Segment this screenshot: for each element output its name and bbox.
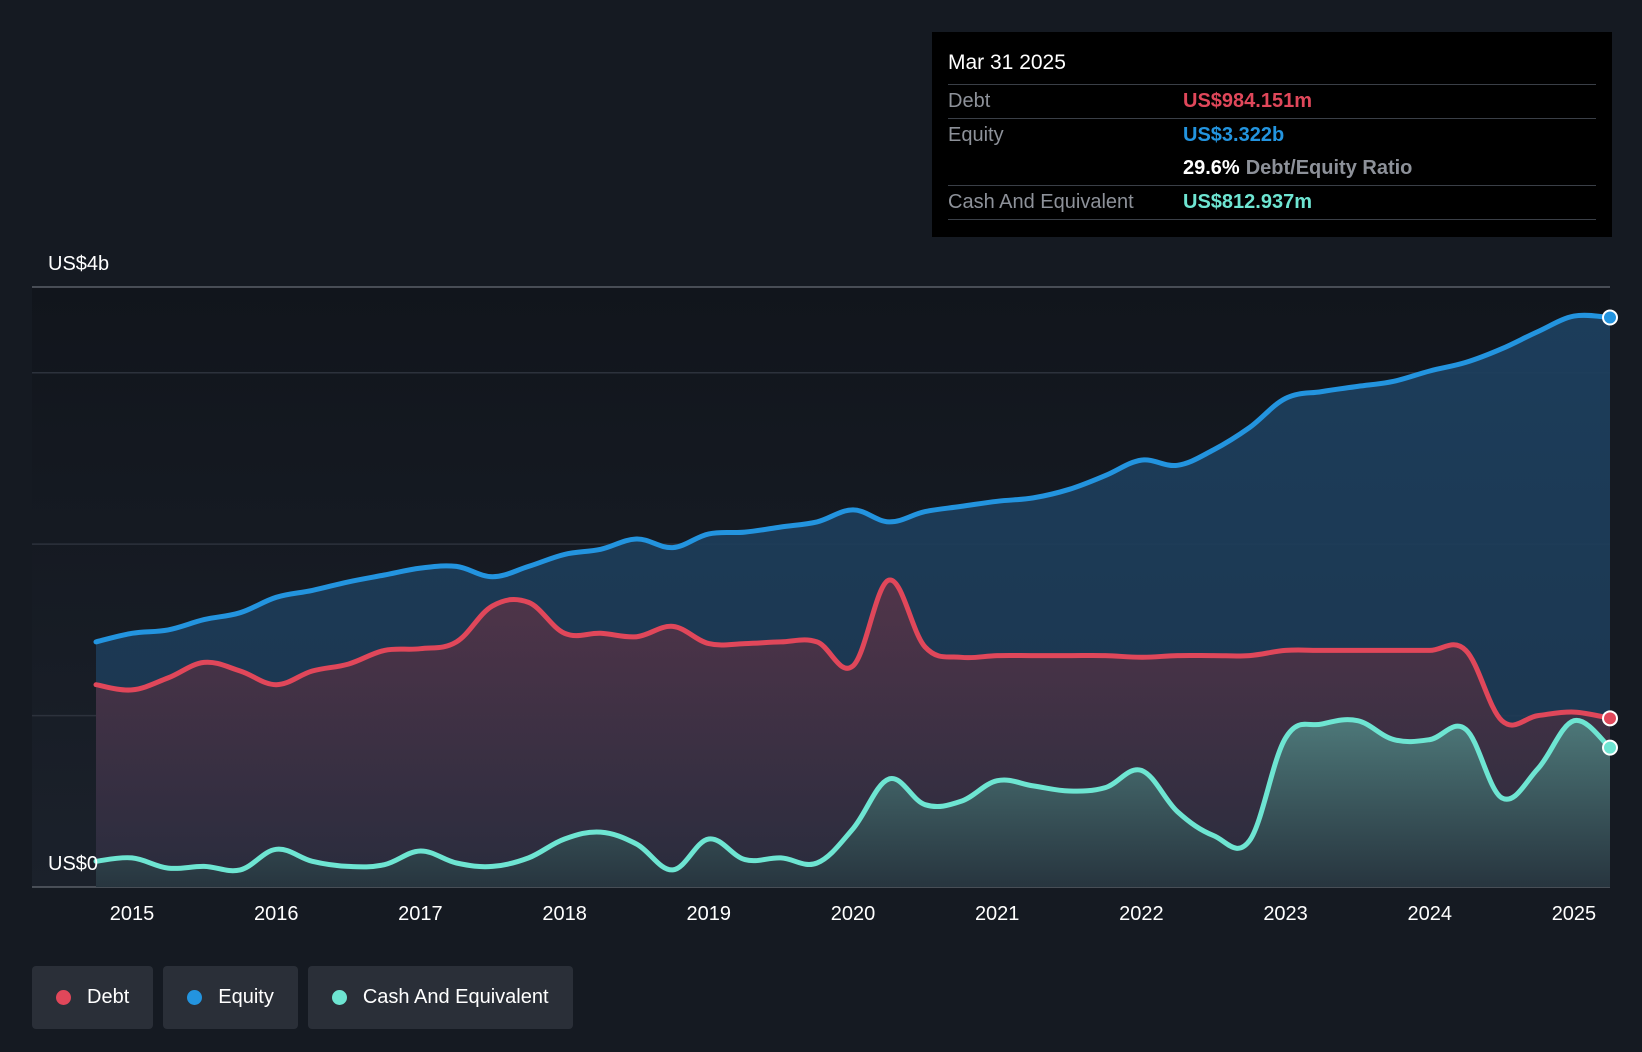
equity-line[interactable] — [93, 312, 1613, 645]
tooltip-ratio-value: 29.6% — [1183, 157, 1240, 179]
tooltip-equity-label: Equity — [948, 124, 1004, 146]
legend-debt-label: Debt — [87, 986, 130, 1008]
cash-end-marker — [1602, 739, 1618, 756]
cash-area — [96, 719, 1610, 887]
legend-equity-label: Equity — [218, 986, 274, 1008]
tooltip-equity-row: Equity US$3.322b — [948, 119, 1596, 152]
x-axis: 2015 2016 2017 2018 2019 2020 2021 2022 2023 2024… — [110, 903, 1596, 925]
equity-dot-icon — [187, 990, 203, 1005]
tooltip-cash-label: Cash And Equivalent — [948, 191, 1134, 213]
cash-dot-icon — [331, 990, 347, 1005]
x-tick-label: 2022 — [1119, 903, 1164, 925]
x-tick-label: 2015 — [110, 903, 155, 925]
line-layer — [93, 312, 1613, 874]
x-tick-label: 2023 — [1263, 903, 1308, 925]
legend: Debt Equity Cash And Equivalent — [32, 966, 573, 1029]
legend-item-equity[interactable]: Equity — [163, 966, 298, 1029]
y-axis-max-label: US$4b — [48, 253, 109, 275]
tooltip-cash-row: Cash And Equivalent US$812.937m — [948, 186, 1596, 220]
x-tick-label: 2019 — [687, 903, 732, 925]
x-tick-label: 2018 — [542, 903, 587, 925]
cash-line[interactable] — [93, 717, 1613, 874]
tooltip-ratio-label: Debt/Equity Ratio — [1245, 157, 1413, 179]
debt-line[interactable] — [93, 577, 1613, 728]
legend-cash-label: Cash And Equivalent — [362, 986, 549, 1008]
tooltip-debt-label: Debt — [948, 90, 991, 112]
tooltip-cash-value: US$812.937m — [1183, 191, 1312, 213]
tooltip-date: Mar 31 2025 — [948, 48, 1596, 85]
x-tick-label: 2017 — [398, 903, 443, 925]
x-tick-label: 2020 — [831, 903, 876, 925]
x-tick-label: 2025 — [1552, 903, 1597, 925]
tooltip-debt-row: Debt US$984.151m — [948, 85, 1596, 119]
debt-dot-icon — [56, 990, 71, 1005]
tooltip-ratio-row: 29.6% Debt/Equity Ratio — [948, 152, 1596, 186]
debt-end-marker — [1602, 710, 1618, 727]
legend-item-cash[interactable]: Cash And Equivalent — [307, 966, 573, 1029]
hover-tooltip: Mar 31 2025 Debt US$984.151m Equity US$3… — [932, 32, 1612, 237]
equity-end-marker — [1602, 309, 1618, 326]
tooltip-debt-value: US$984.151m — [1183, 90, 1312, 112]
legend-item-debt[interactable]: Debt — [32, 966, 154, 1029]
x-tick-label: 2016 — [254, 903, 299, 925]
y-axis-min-label: US$0 — [48, 853, 98, 875]
x-tick-label: 2024 — [1408, 903, 1453, 925]
x-tick-label: 2021 — [975, 903, 1020, 925]
tooltip-equity-value: US$3.322b — [1183, 124, 1285, 146]
marker-layer — [1602, 309, 1618, 756]
